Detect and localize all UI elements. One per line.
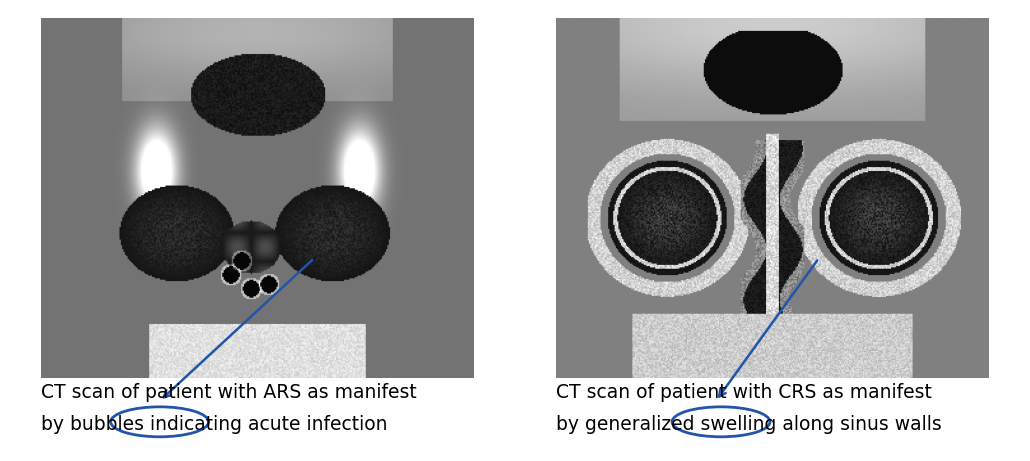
Text: by generalized swelling along sinus walls: by generalized swelling along sinus wall… — [556, 415, 942, 434]
Text: CT scan of patient with ARS as manifest: CT scan of patient with ARS as manifest — [41, 383, 417, 402]
Text: CT scan of patient with CRS as manifest: CT scan of patient with CRS as manifest — [556, 383, 932, 402]
Text: by bubbles indicating acute infection: by bubbles indicating acute infection — [41, 415, 387, 434]
